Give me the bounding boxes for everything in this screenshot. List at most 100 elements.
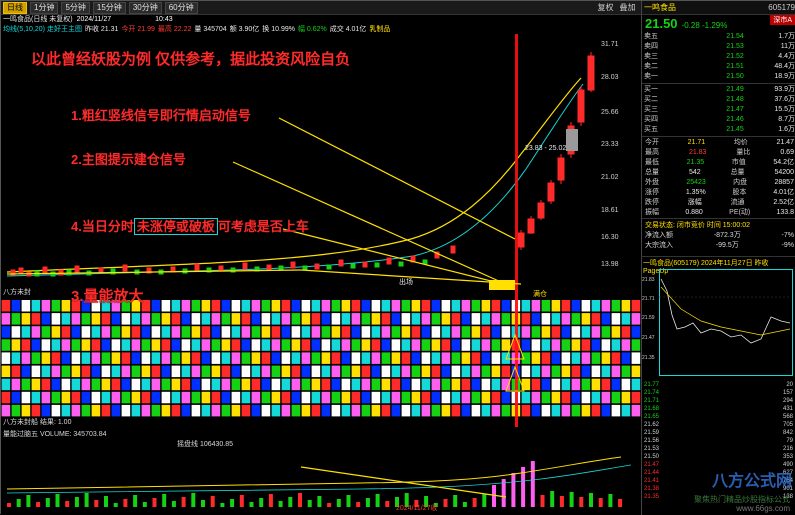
ladder-row[interactable]: 21.59 842 [644, 430, 793, 436]
stat-val2: 54.2亿 [773, 159, 794, 166]
stat-key2: 内盘 [733, 179, 748, 186]
watermark-brand: 八方公式网 [711, 473, 792, 490]
toolbar-period-15m[interactable]: 15分钟 [92, 1, 126, 14]
stat-key: 今开 [645, 139, 659, 146]
heatmap-svg [1, 299, 641, 427]
ob-vol: 8.7万 [778, 116, 795, 123]
orderbook-row: 卖五 21.54 1.7万 [642, 32, 795, 42]
stat-row: 今开 21.71 均价 21.47 [642, 138, 795, 148]
orderbook-row: 卖四 21.53 11万 [642, 42, 795, 52]
annotation-step-4: 4.当日分时 未涨停或破板 可考虑是否上车 [71, 216, 309, 235]
stat-key2: 流通 [730, 199, 745, 206]
orderbook-row: 买三 21.47 15.5万 [642, 105, 795, 115]
ob-label: 卖五 [644, 33, 658, 40]
ob-vol: 18.9万 [774, 73, 795, 80]
ob-vol: 1.6万 [778, 126, 795, 133]
price-ladder[interactable]: 21.77 20 21.74 157 21.71 294 21.68 431 21.65 568 2… [641, 381, 795, 515]
stat-key: 涨停 [645, 189, 659, 196]
ladder-row[interactable]: 21.53 216 [644, 446, 793, 452]
ladder-row[interactable]: 21.38 901 [644, 486, 793, 492]
ladder-row[interactable]: 21.56 79 [644, 438, 793, 444]
stat-key: 最低 [645, 159, 659, 166]
flow-row-net: 净流入额 -872.3万 -7% [642, 231, 795, 241]
chart-area[interactable]: 31.71 28.03 25.66 23.33 21.02 18.61 16.3… [1, 34, 641, 514]
stat-val2: 28857 [774, 179, 794, 186]
stat-val: 21.71 [687, 139, 706, 146]
ladder-row[interactable]: 21.68 431 [644, 406, 793, 412]
ob-price: 21.54 [726, 33, 744, 40]
stat-val2: 133.8 [776, 209, 794, 216]
stat-key2: 股本 [732, 189, 747, 196]
intraday-svg: 21.83 21.71 21.59 21.47 21.35 [642, 277, 791, 361]
stat-val2: 21.47 [776, 139, 794, 146]
stat-field-8: 成交 4.01亿 [329, 26, 367, 33]
ladder-row[interactable]: 21.44 627 [644, 470, 793, 476]
toolbar-period-30m[interactable]: 30分钟 [128, 1, 162, 14]
annotation-step-1: 1.粗红竖线信号即行情启动信号 [71, 108, 251, 123]
stat-val2: 4.01亿 [773, 189, 794, 196]
quote-panel[interactable]: 一鸣食品 605179 深市A 21.50 -0.28 -1.29% 卖五 21.… [641, 1, 795, 515]
chart-time: 10:43 [155, 15, 173, 23]
ladder-row[interactable]: 21.71 294 [644, 398, 793, 404]
ladder-row[interactable]: 21.77 20 [644, 382, 793, 388]
volume-pane[interactable]: 量能过脑五 VOLUME: 345703.84 摇盘线 106430.85 [1, 427, 641, 514]
volume-svg [1, 427, 641, 514]
stat-row: 外盘 25423 内盘 28857 [642, 178, 795, 188]
kline-sub-label: 八方未封 [3, 289, 31, 296]
stat-row: 振幅 0.880 PE(动) 133.8 [642, 208, 795, 218]
stat-indicator-line: 均线(5,10,20) 走好王主图 [3, 26, 82, 33]
stat-row: 总量 542 总量 54200 [642, 168, 795, 178]
stat-field-0: 昨收 21.31 [84, 26, 119, 33]
stat-val: 0.880 [685, 209, 703, 216]
svg-text:21.59: 21.59 [642, 315, 655, 321]
ob-price: 21.47 [726, 106, 744, 113]
toolbar-period-1m[interactable]: 1分钟 [30, 1, 59, 14]
order-book-buy[interactable]: 买一 21.49 93.9万 买二 21.48 37.6万 买三 21.47 15.5万 买… [642, 85, 795, 135]
svg-text:21.02: 21.02 [601, 174, 619, 181]
ladder-row[interactable]: 21.74 157 [644, 390, 793, 396]
heatmap-pane[interactable]: 八方未封船 结果: 1.00 [1, 299, 641, 427]
intraday-mini-chart[interactable]: 一鸣食品(605179) 2024年11月27日 昨收 PageUp 21.83… [641, 256, 795, 382]
toolbar-button-diejia[interactable]: 叠加 [619, 3, 636, 12]
ladder-row[interactable]: 21.65 568 [644, 414, 793, 420]
ob-vol: 4.4万 [778, 53, 795, 60]
order-book[interactable]: 卖五 21.54 1.7万 卖四 21.53 11万 卖三 21.52 4.4万 卖二 21.… [642, 32, 795, 82]
ladder-row[interactable]: 21.47 490 [644, 462, 793, 468]
annotation-step-4-box: 未涨停或破板 [133, 218, 218, 235]
toolbar-left-group: 日线 1分钟 5分钟 15分钟 30分钟 60分钟 [1, 1, 198, 14]
toolbar-period-60m[interactable]: 60分钟 [164, 1, 198, 14]
kline-pane[interactable]: 31.71 28.03 25.66 23.33 21.02 18.61 16.3… [1, 34, 641, 299]
ladder-row[interactable]: 21.35 138 [644, 494, 793, 500]
svg-text:21.71: 21.71 [642, 296, 655, 302]
flow-value: -872.3万 [713, 232, 741, 239]
orderbook-row: 卖三 21.52 4.4万 [642, 52, 795, 62]
callout-price-text: 23.83 - 25.02 [525, 145, 566, 152]
quote-stock-code: 605179 [768, 3, 795, 12]
chart-title: 一鸣食品(日线 未复权) [3, 16, 73, 23]
ob-price: 21.50 [726, 73, 744, 80]
svg-text:21.35: 21.35 [642, 355, 655, 361]
stat-key: 最高 [645, 149, 659, 156]
ob-vol: 15.5万 [774, 106, 795, 113]
ladder-row[interactable]: 21.41 764 [644, 478, 793, 484]
ob-price: 21.48 [726, 96, 744, 103]
quote-last-price: 21.50 [645, 16, 678, 31]
stat-val: 542 [688, 169, 701, 176]
stat-key2: 均价 [733, 139, 748, 146]
heatmap-result-label: 八方未封船 结果: 1.00 [3, 419, 72, 426]
stat-key: 总量 [645, 169, 659, 176]
toolbar-period-day[interactable]: 日线 [3, 1, 27, 14]
svg-text:18.61: 18.61 [601, 207, 619, 214]
toolbar-button-fuquan[interactable]: 复权 [597, 3, 614, 12]
stat-val: 25423 [686, 179, 706, 186]
stat-field-6: 换 10.99% [262, 26, 295, 33]
ladder-row[interactable]: 21.50 353 [644, 454, 793, 460]
footer-date: 2024/11/27收 [396, 505, 438, 512]
svg-text:25.66: 25.66 [601, 109, 619, 116]
ladder-row[interactable]: 21.62 705 [644, 422, 793, 428]
flow-row-block: 大宗流入 -99.5万 -9% [642, 241, 795, 251]
toolbar-period-5m[interactable]: 5分钟 [61, 1, 90, 14]
ob-label: 买二 [644, 96, 658, 103]
ob-price: 21.53 [726, 43, 744, 50]
flow-pct: -9% [781, 242, 794, 249]
